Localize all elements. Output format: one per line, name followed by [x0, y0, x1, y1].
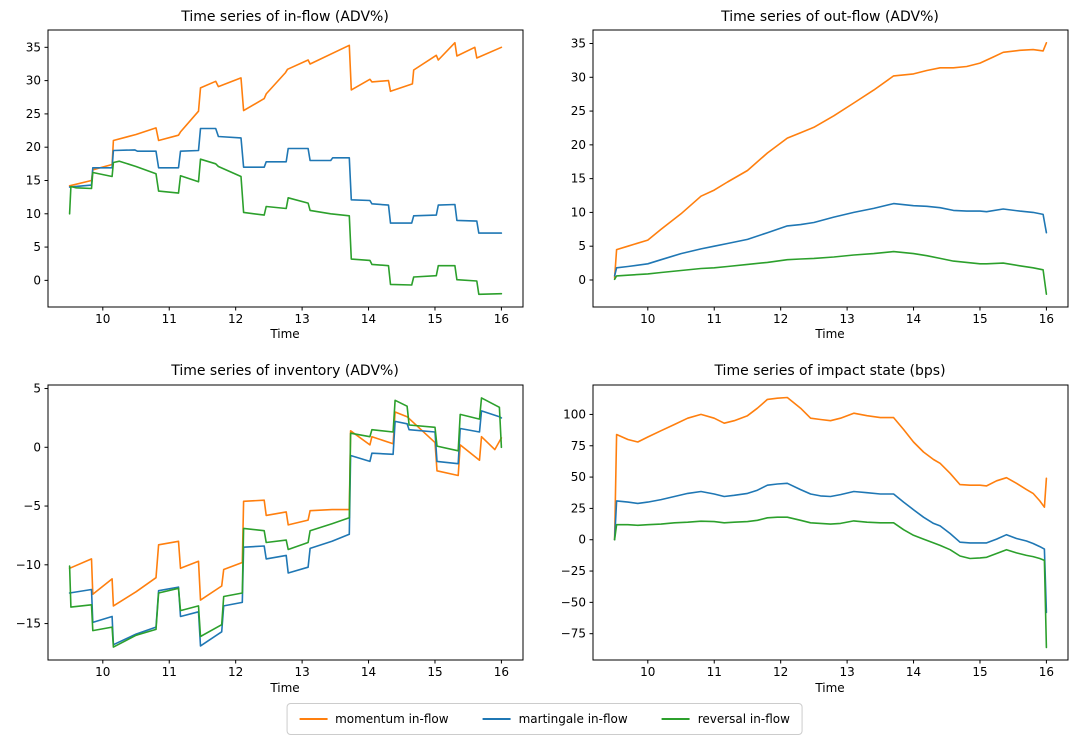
reversal-line-swatch-icon — [661, 718, 690, 720]
y-tick-label: 20 — [26, 140, 41, 154]
series-line-martingale-in-flow — [613, 202, 1048, 277]
plot-title-in-flow: Time series of in-flow (ADV%) — [181, 9, 389, 25]
y-tick-label: 50 — [571, 470, 586, 484]
x-tick-label: 15 — [972, 665, 987, 679]
xlabel-impact-state: Time — [815, 681, 845, 695]
x-tick-label: 13 — [839, 312, 854, 326]
xlabel-in-flow: Time — [270, 327, 300, 341]
legend-label-reversal: reversal in-flow — [697, 712, 790, 726]
series-line-reversal-in-flow — [68, 158, 503, 296]
x-tick-label: 11 — [707, 312, 722, 326]
y-tick-label: −75 — [561, 627, 586, 641]
series-line-martingale-in-flow — [613, 482, 1048, 614]
y-tick-label: 15 — [571, 172, 586, 186]
legend: momentum in-flow martingale in-flow reve… — [286, 703, 803, 735]
martingale-line-swatch-icon — [482, 718, 511, 720]
x-tick-label: 16 — [494, 665, 509, 679]
y-tick-label: 20 — [571, 138, 586, 152]
x-tick-label: 16 — [1039, 665, 1054, 679]
x-tick-label: 13 — [294, 312, 309, 326]
x-tick-label: 14 — [361, 312, 376, 326]
axes-frame — [592, 384, 1069, 661]
x-tick-label: 11 — [707, 665, 722, 679]
x-tick-label: 16 — [1039, 312, 1054, 326]
x-tick-label: 12 — [228, 312, 243, 326]
series-line-reversal-in-flow — [613, 250, 1048, 296]
y-tick-label: 5 — [33, 240, 41, 254]
y-tick-label: 25 — [26, 107, 41, 121]
x-tick-label: 11 — [162, 312, 177, 326]
series-line-momentum-in-flow — [68, 41, 503, 187]
x-tick-label: 10 — [640, 665, 655, 679]
x-tick-label: 13 — [294, 665, 309, 679]
series-line-reversal-in-flow — [68, 397, 503, 648]
legend-entry-martingale: martingale in-flow — [482, 712, 628, 726]
x-tick-label: 10 — [95, 665, 110, 679]
x-tick-label: 13 — [839, 665, 854, 679]
y-tick-label: −50 — [561, 595, 586, 609]
y-tick-label: 75 — [571, 439, 586, 453]
series-line-momentum-in-flow — [68, 411, 503, 607]
x-tick-label: 15 — [972, 312, 987, 326]
x-tick-label: 14 — [361, 665, 376, 679]
y-tick-label: −10 — [16, 558, 41, 572]
y-tick-label: 0 — [578, 273, 586, 287]
x-tick-label: 12 — [773, 665, 788, 679]
xlabel-out-flow: Time — [815, 327, 845, 341]
legend-entry-momentum: momentum in-flow — [299, 712, 449, 726]
y-tick-label: 0 — [33, 440, 41, 454]
x-tick-label: 10 — [640, 312, 655, 326]
legend-entry-reversal: reversal in-flow — [661, 712, 790, 726]
y-tick-label: 0 — [33, 273, 41, 287]
y-tick-label: −15 — [16, 617, 41, 631]
plot-title-out-flow: Time series of out-flow (ADV%) — [721, 9, 939, 25]
x-tick-label: 12 — [773, 312, 788, 326]
y-tick-label: 25 — [571, 104, 586, 118]
y-tick-label: 15 — [26, 173, 41, 187]
xlabel-inventory: Time — [270, 681, 300, 695]
y-tick-label: 35 — [571, 37, 586, 51]
x-tick-label: 14 — [906, 665, 921, 679]
x-tick-label: 15 — [427, 312, 442, 326]
series-line-reversal-in-flow — [613, 516, 1048, 649]
series-line-momentum-in-flow — [613, 41, 1048, 279]
plot-title-impact-state: Time series of impact state (bps) — [714, 363, 946, 379]
x-tick-label: 14 — [906, 312, 921, 326]
y-tick-label: 5 — [33, 382, 41, 396]
legend-label-martingale: martingale in-flow — [518, 712, 628, 726]
y-tick-label: 0 — [578, 533, 586, 547]
subplot-time-series-of-inventory-adv: 10 11 12 13 14 15 16 −15 −10 −5 0 5 — [16, 382, 524, 679]
x-tick-label: 16 — [494, 312, 509, 326]
axes-frame — [47, 384, 524, 661]
axes-frame — [592, 29, 1069, 308]
y-tick-label: −5 — [23, 499, 41, 513]
series-line-martingale-in-flow — [68, 127, 503, 234]
y-tick-label: 10 — [571, 205, 586, 219]
series-line-momentum-in-flow — [613, 396, 1048, 541]
subplot-time-series-of-impact-state-bps: 10 11 12 13 14 15 16 −75 −50 −25 0 25 50 75 100 — [561, 384, 1069, 679]
x-tick-label: 15 — [427, 665, 442, 679]
y-tick-label: 25 — [571, 501, 586, 515]
x-tick-label: 12 — [228, 665, 243, 679]
momentum-line-swatch-icon — [299, 718, 328, 720]
x-tick-label: 10 — [95, 312, 110, 326]
legend-label-momentum: momentum in-flow — [335, 712, 449, 726]
subplot-time-series-of-in-flow-adv: 10 11 12 13 14 15 16 0 5 10 15 20 25 30 35 — [26, 29, 524, 326]
y-tick-label: 30 — [571, 70, 586, 84]
y-tick-label: 100 — [563, 407, 586, 421]
y-tick-label: −25 — [561, 564, 586, 578]
y-tick-label: 10 — [26, 207, 41, 221]
axes-frame — [47, 29, 524, 308]
x-tick-label: 11 — [162, 665, 177, 679]
subplot-time-series-of-out-flow-adv: 10 11 12 13 14 15 16 0 5 10 15 20 25 30 35 — [571, 29, 1069, 326]
plot-title-inventory: Time series of inventory (ADV%) — [171, 363, 399, 379]
y-tick-label: 5 — [578, 239, 586, 253]
y-tick-label: 35 — [26, 40, 41, 54]
y-tick-label: 30 — [26, 74, 41, 88]
